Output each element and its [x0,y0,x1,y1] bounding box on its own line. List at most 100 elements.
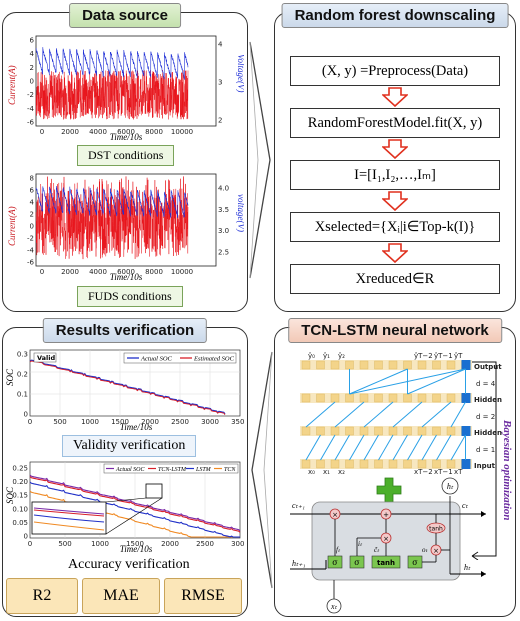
y-tick-label: 4 [218,41,223,49]
metric-rmse: RMSE [164,578,242,614]
rf-title: Random forest downscaling [281,3,509,28]
tcn-node [432,459,441,469]
lstm-h-next: hₜ [464,563,471,572]
tcn-diagram: ŷ₀ ŷ₁ ŷ₂ ŷT−2 ŷT−1 ŷT x₀ x₁ x₂ xT−2 xT−1… [300,352,502,476]
arrow-down-icon-1 [382,87,408,107]
lstm-tanh-op: tanh [429,526,443,533]
tcn-node-last [461,360,471,370]
x-tick-label: 10000 [171,128,193,136]
x-tick-label: 2000 [61,268,79,276]
tcn-node [359,459,369,469]
lstm-h-top: hₜ [447,482,454,491]
tcn-node [417,360,427,370]
accuracy-chart: Actual SOC TCN-LSTM LSTM TCN SOC Time/10… [6,461,244,554]
tcn-link [334,401,365,428]
arrow-down-icon-4 [382,243,408,263]
dst-ylabel-current: Current(A) [7,65,17,105]
dst-ylabel-voltage: Voltage(V) [236,54,244,93]
x-tick-label: 2500 [171,418,189,426]
tcn-node [330,393,340,403]
acc-legend-lstm: LSTM [195,467,212,473]
tcn-bot-xT1: xT−1 [434,468,453,476]
tcn-link [320,434,336,461]
tcn-node [403,360,412,370]
tcn-node [432,426,441,436]
tcn-lstm-title: TCN-LSTM neural network [288,318,502,343]
lstm-tanh-gate: tanh [377,559,395,567]
tcn-node [403,459,412,469]
arrow-down-icon-2 [382,139,408,159]
tcn-label-hidden-1: Hidden [474,396,502,404]
y-tick-label: 0 [30,78,34,86]
x-tick-label: 0 [40,128,44,136]
y-tick-label: -4 [27,105,35,113]
rf-step-select: Xselected={Xᵢ|i∈Top-k(I)} [290,212,500,242]
tcn-link [349,434,365,461]
svg-text:×: × [383,535,389,543]
results-title: Results verification [42,318,208,343]
bayes-bracket: Bayesian optimization [471,361,513,560]
lstm-c-prev: cₜ₊₁ [292,501,305,510]
tcn-label-output: Output [474,363,502,371]
tcn-node [359,360,369,370]
tcn-node [446,393,456,403]
lstm-h-prev: hₜ₊₁ [292,559,306,568]
y-tick-label: 3.0 [218,227,229,235]
x-tick-label: 3000 [201,418,219,426]
tcn-node [446,360,456,370]
tcn-link [392,401,423,428]
lstm-c-next: cₜ [462,501,469,510]
tcn-top-y2: ŷ₂ [338,352,345,360]
y-tick-label: 2.5 [218,249,229,257]
metric-mae: MAE [82,578,160,614]
y-tick-label: 0 [30,223,34,231]
lstm-f: fₜ [336,546,341,554]
tcn-label-d2: d = 2 [476,413,495,421]
tcn-link [392,434,408,461]
tcn-link [421,401,452,428]
y-tick-label: 0.25 [12,465,28,473]
metric-r2: R2 [6,578,78,614]
lstm-x-input: xₜ [330,602,338,611]
acc-xlabel: Time/10s [120,544,153,554]
x-tick-label: 1500 [111,418,129,426]
x-tick-label: 0 [40,268,44,276]
tcn-link [334,434,350,461]
voltage-series-line [35,185,189,219]
valid-legend-estimated: Estimated SOC [193,356,235,363]
tcn-node [330,426,340,436]
fuds-xlabel: Time/10s [110,272,143,282]
tcn-node [403,426,412,436]
y-tick-label: 2 [30,64,34,72]
tcn-link [421,434,437,461]
tcn-node-last [461,426,471,436]
tcn-label-hidden-2: Hidden [474,429,502,437]
fuds-ylabel-voltage: voltage(V) [236,194,244,232]
tcn-node [388,360,398,370]
tcn-node [316,393,325,403]
y-tick-label: 0.10 [12,505,28,513]
valid-xlabel: Time/10s [120,422,153,432]
tcn-bot-xT: xT [454,468,463,476]
tcn-node [316,360,325,370]
tcn-node [374,426,383,436]
x-tick-label: 6000 [117,128,135,136]
voltage-series-line [35,47,189,80]
rf-step-preprocess: (X, y) =Preprocess(Data) [290,56,500,86]
lstm-sigma-o: σ [412,558,418,567]
tcn-link [363,434,379,461]
rf-step-fit: RandomForestModel.fit(X, y) [290,108,500,138]
dst-chart: Current(A) Voltage(V) Time/10s 0 2000 4000… [7,35,244,142]
tcn-node [316,459,325,469]
tcn-node [359,393,369,403]
tcn-node [446,459,456,469]
x-tick-label: 10000 [171,268,193,276]
tcn-node [301,393,311,403]
tcn-node [345,426,354,436]
x-tick-label: 500 [53,418,66,426]
tcn-link [305,401,336,428]
x-tick-label: 0 [28,418,32,426]
tcn-link [349,368,466,395]
dst-conditions-label: DST conditions [77,145,175,166]
arrow-down-icon-3 [382,191,408,211]
